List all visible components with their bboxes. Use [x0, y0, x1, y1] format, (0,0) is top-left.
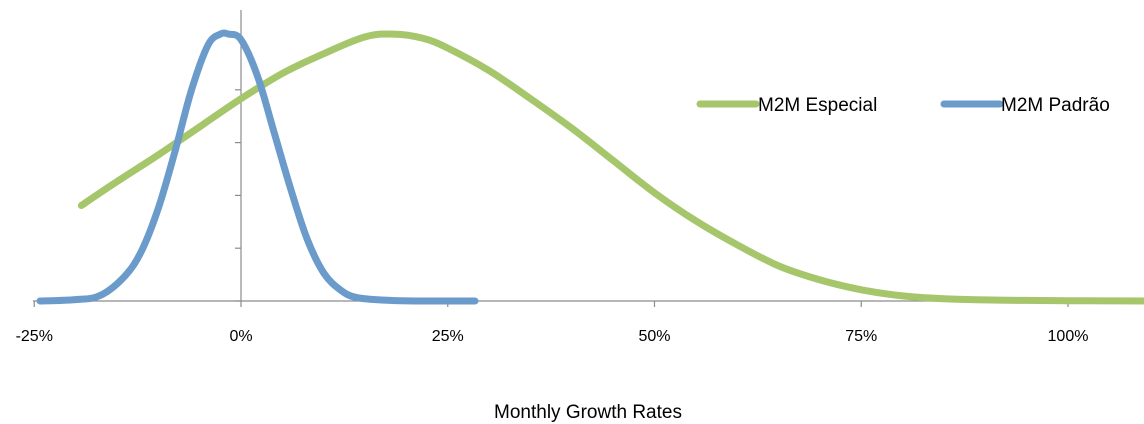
legend: M2M Especial M2M Padrão	[696, 95, 1110, 116]
series-line-m2m-padrao	[36, 29, 479, 305]
x-tick-label: 25%	[432, 328, 464, 345]
series-group	[36, 29, 1144, 305]
x-tick-label: 100%	[1048, 328, 1089, 345]
legend-label-m2m-especial: M2M Especial	[758, 95, 877, 116]
x-tick-label: 75%	[845, 328, 877, 345]
x-axis: -25% 0% 25% 50% 75% 100%	[16, 300, 1144, 345]
y-axis	[235, 10, 242, 302]
x-tick-label: 0%	[229, 328, 252, 345]
x-tick-label: 50%	[638, 328, 670, 345]
legend-label-m2m-padrao: M2M Padrão	[1001, 95, 1110, 116]
x-tick-label: -25%	[16, 328, 53, 345]
x-axis-title: Monthly Growth Rates	[494, 402, 682, 423]
